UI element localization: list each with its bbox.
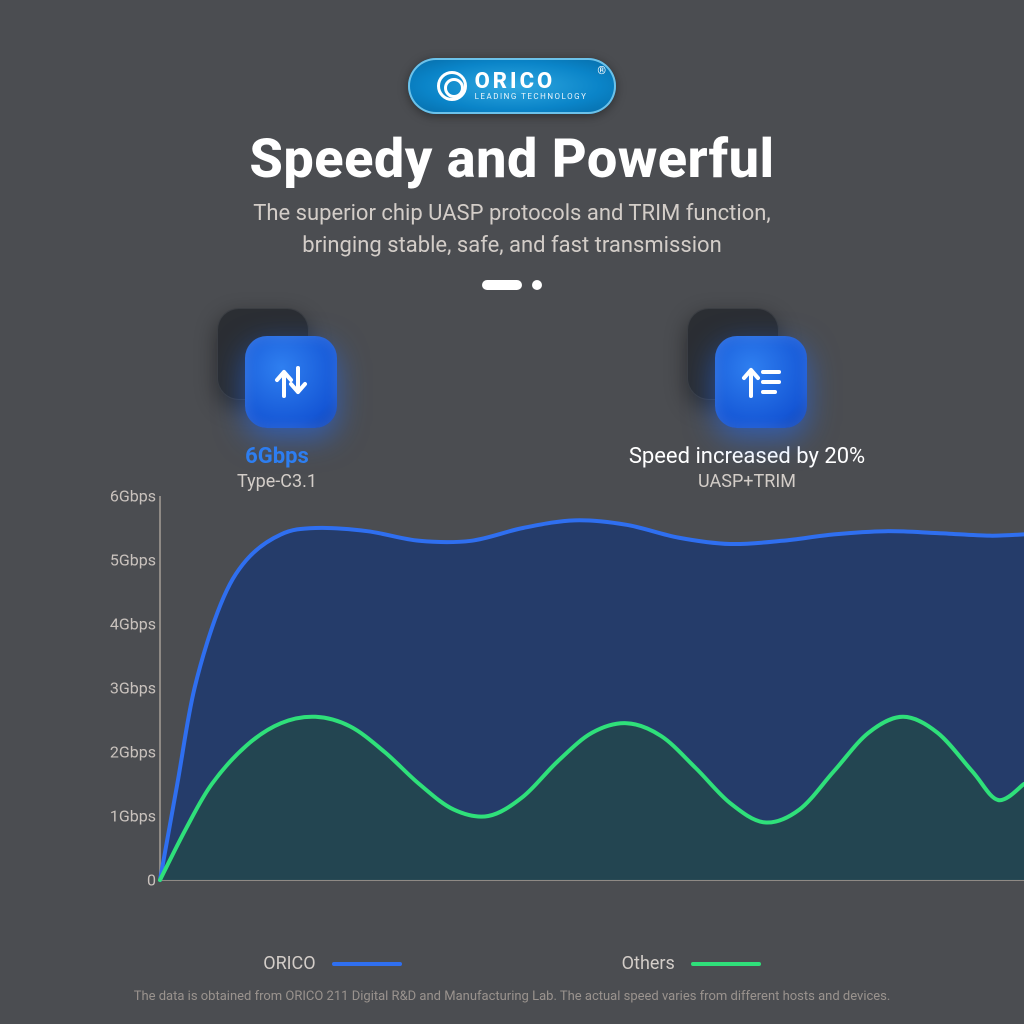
y-tick-label: 6Gbps [96, 487, 156, 506]
brand-tagline: LEADING TECHNOLOGY [475, 93, 588, 101]
legend-item-orico: ORICO [263, 953, 401, 974]
legend-label: Others [622, 953, 675, 974]
chart-svg [70, 496, 1024, 926]
brand-ring-icon [437, 71, 467, 101]
feature-speed-sub: Type-C3.1 [237, 471, 317, 492]
chart-legend: ORICO Others [0, 953, 1024, 974]
page-subtitle: The superior chip UASP protocols and TRI… [0, 198, 1024, 262]
y-tick-label: 5Gbps [96, 551, 156, 570]
feature-boost-sub: UASP+TRIM [698, 471, 796, 492]
legend-item-others: Others [622, 953, 761, 974]
feature-row: 6Gbps Type-C3.1 Speed increased by 20% U… [0, 308, 1024, 492]
brand-logo-badge: ORICO LEADING TECHNOLOGY ® [408, 58, 616, 114]
subtitle-line-1: The superior chip UASP protocols and TRI… [0, 198, 1024, 230]
feature-speed-tile [217, 308, 337, 428]
feature-speed-value: 6Gbps [245, 444, 309, 469]
legend-label: ORICO [263, 953, 315, 974]
brand-text: ORICO LEADING TECHNOLOGY [475, 71, 588, 101]
pager-dot-icon [532, 280, 542, 290]
legend-swatch-icon [691, 962, 761, 966]
legend-swatch-icon [332, 962, 402, 966]
feature-speed: 6Gbps Type-C3.1 [137, 308, 417, 492]
up-list-icon [715, 336, 807, 428]
y-tick-label: 3Gbps [96, 679, 156, 698]
y-tick-label: 1Gbps [96, 807, 156, 826]
y-tick-label: 0 [96, 871, 156, 890]
pager-pill-icon [482, 280, 522, 290]
feature-boost: Speed increased by 20% UASP+TRIM [607, 308, 887, 492]
infographic-root: ORICO LEADING TECHNOLOGY ® Speedy and Po… [0, 0, 1024, 1024]
feature-boost-value: Speed increased by 20% [629, 444, 865, 469]
subtitle-line-2: bringing stable, safe, and fast transmis… [0, 230, 1024, 262]
registered-mark: ® [597, 64, 606, 77]
y-tick-label: 2Gbps [96, 743, 156, 762]
speed-chart: 01Gbps2Gbps3Gbps4Gbps5Gbps6Gbps [70, 496, 1024, 926]
y-tick-label: 4Gbps [96, 615, 156, 634]
footnote: The data is obtained from ORICO 211 Digi… [0, 989, 1024, 1004]
pager-indicator [482, 280, 542, 290]
feature-boost-tile [687, 308, 807, 428]
page-title: Speedy and Powerful [0, 128, 1024, 191]
brand-name: ORICO [475, 71, 588, 93]
transfer-updown-icon [245, 336, 337, 428]
